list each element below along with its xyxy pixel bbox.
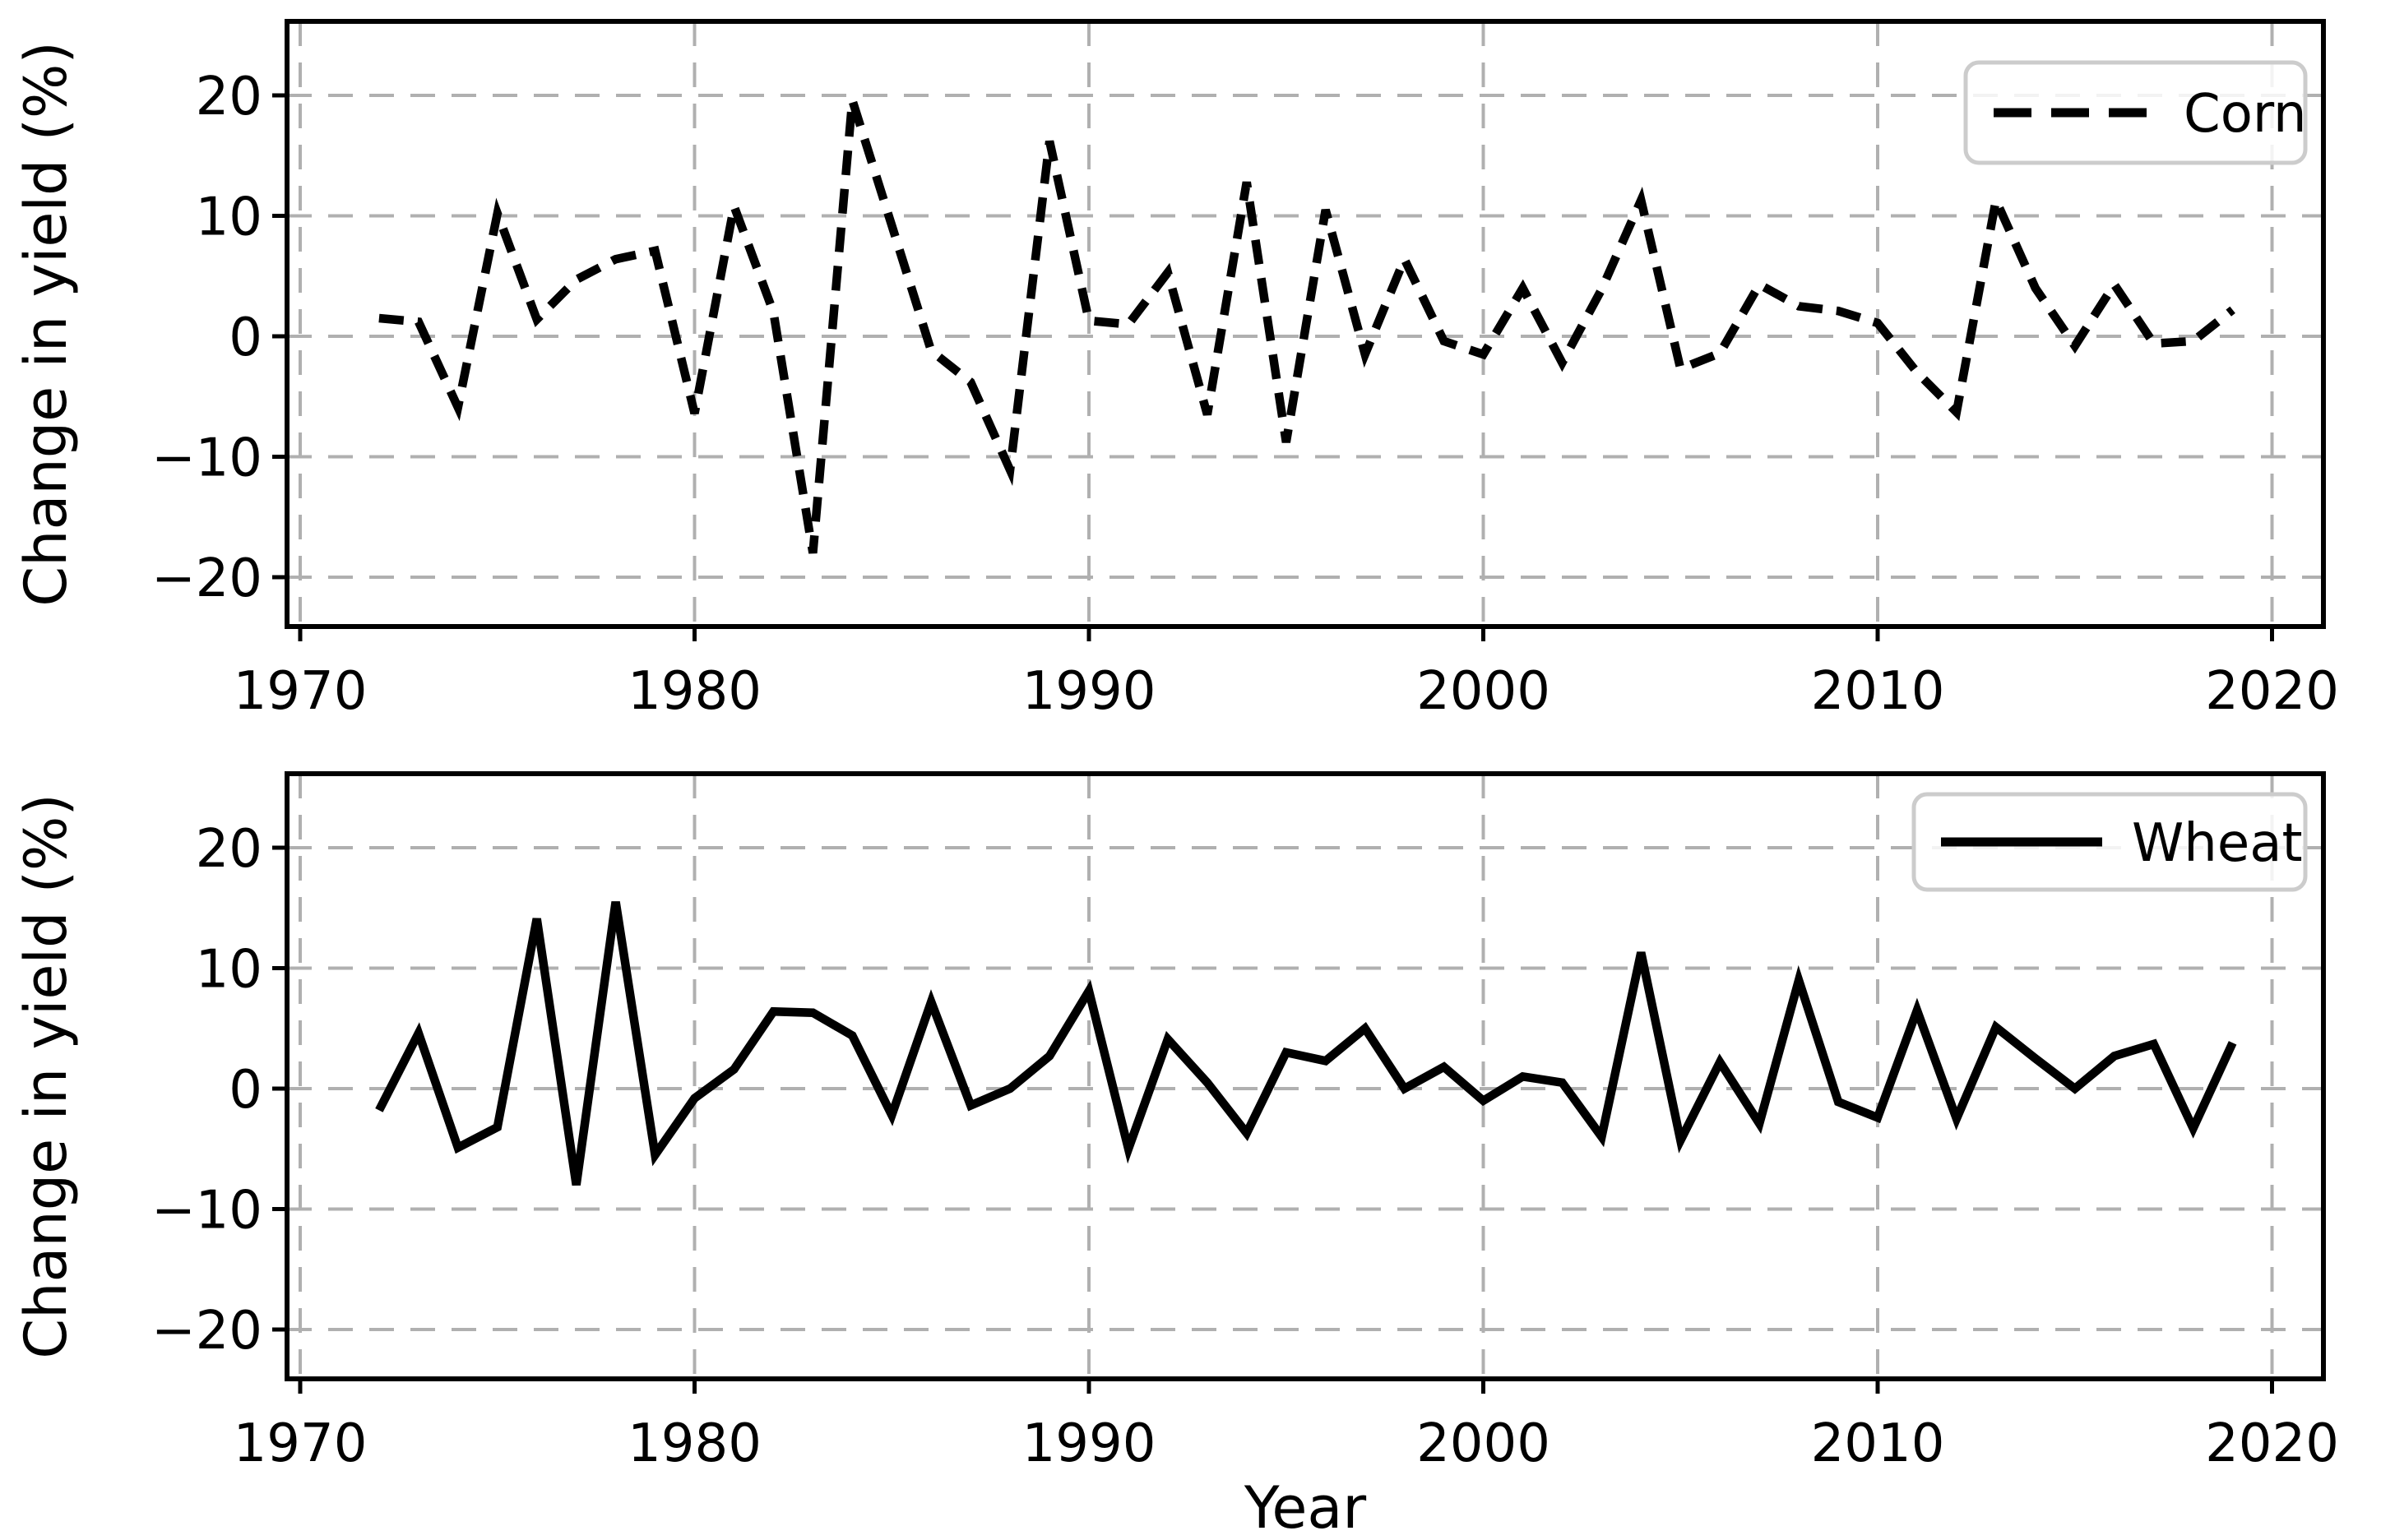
y-tick-label: 0 (229, 308, 262, 368)
x-tick-label: 1970 (234, 661, 368, 722)
wheat-legend-box (1911, 792, 2308, 892)
y-tick-label: 10 (196, 187, 262, 248)
x-tick-label: 2010 (1811, 661, 1945, 722)
y-tick-label: −10 (151, 428, 262, 489)
x-tick-label: 2000 (1416, 661, 1550, 722)
x-tick-label: 1990 (1022, 661, 1156, 722)
plot-border (285, 19, 2326, 629)
x-tick-label: 1970 (234, 1413, 368, 1474)
y-tick-label: 10 (196, 940, 262, 1001)
x-tick-label: 2020 (2205, 661, 2339, 722)
x-tick-label: 1990 (1022, 1413, 1156, 1474)
corn-legend: Corn (1963, 60, 2308, 165)
x-tick-label: 1980 (628, 1413, 762, 1474)
wheat-legend: Wheat (1911, 792, 2308, 892)
x-tick-label: 1980 (628, 661, 762, 722)
y-tick-label: 20 (196, 819, 262, 880)
x-axis-label: Year (1244, 1474, 1366, 1540)
y-tick-label: 20 (196, 67, 262, 127)
panel2-ylabel: Change in yield (%) (12, 793, 80, 1359)
x-tick-label: 2020 (2205, 1413, 2339, 1474)
panel1-ylabel: Change in yield (%) (12, 41, 80, 607)
plot-border (285, 771, 2326, 1381)
x-tick-label: 2010 (1811, 1413, 1945, 1474)
y-tick-label: −20 (151, 548, 262, 609)
corn-legend-label: Corn (2184, 84, 2307, 145)
corn-line (378, 99, 2235, 554)
y-tick-label: 0 (229, 1060, 262, 1121)
y-tick-label: −20 (151, 1301, 262, 1362)
x-tick-label: 2000 (1416, 1413, 1550, 1474)
wheat-line (375, 901, 2237, 1186)
wheat-legend-label: Wheat (2132, 813, 2303, 874)
y-tick-label: −10 (151, 1181, 262, 1242)
